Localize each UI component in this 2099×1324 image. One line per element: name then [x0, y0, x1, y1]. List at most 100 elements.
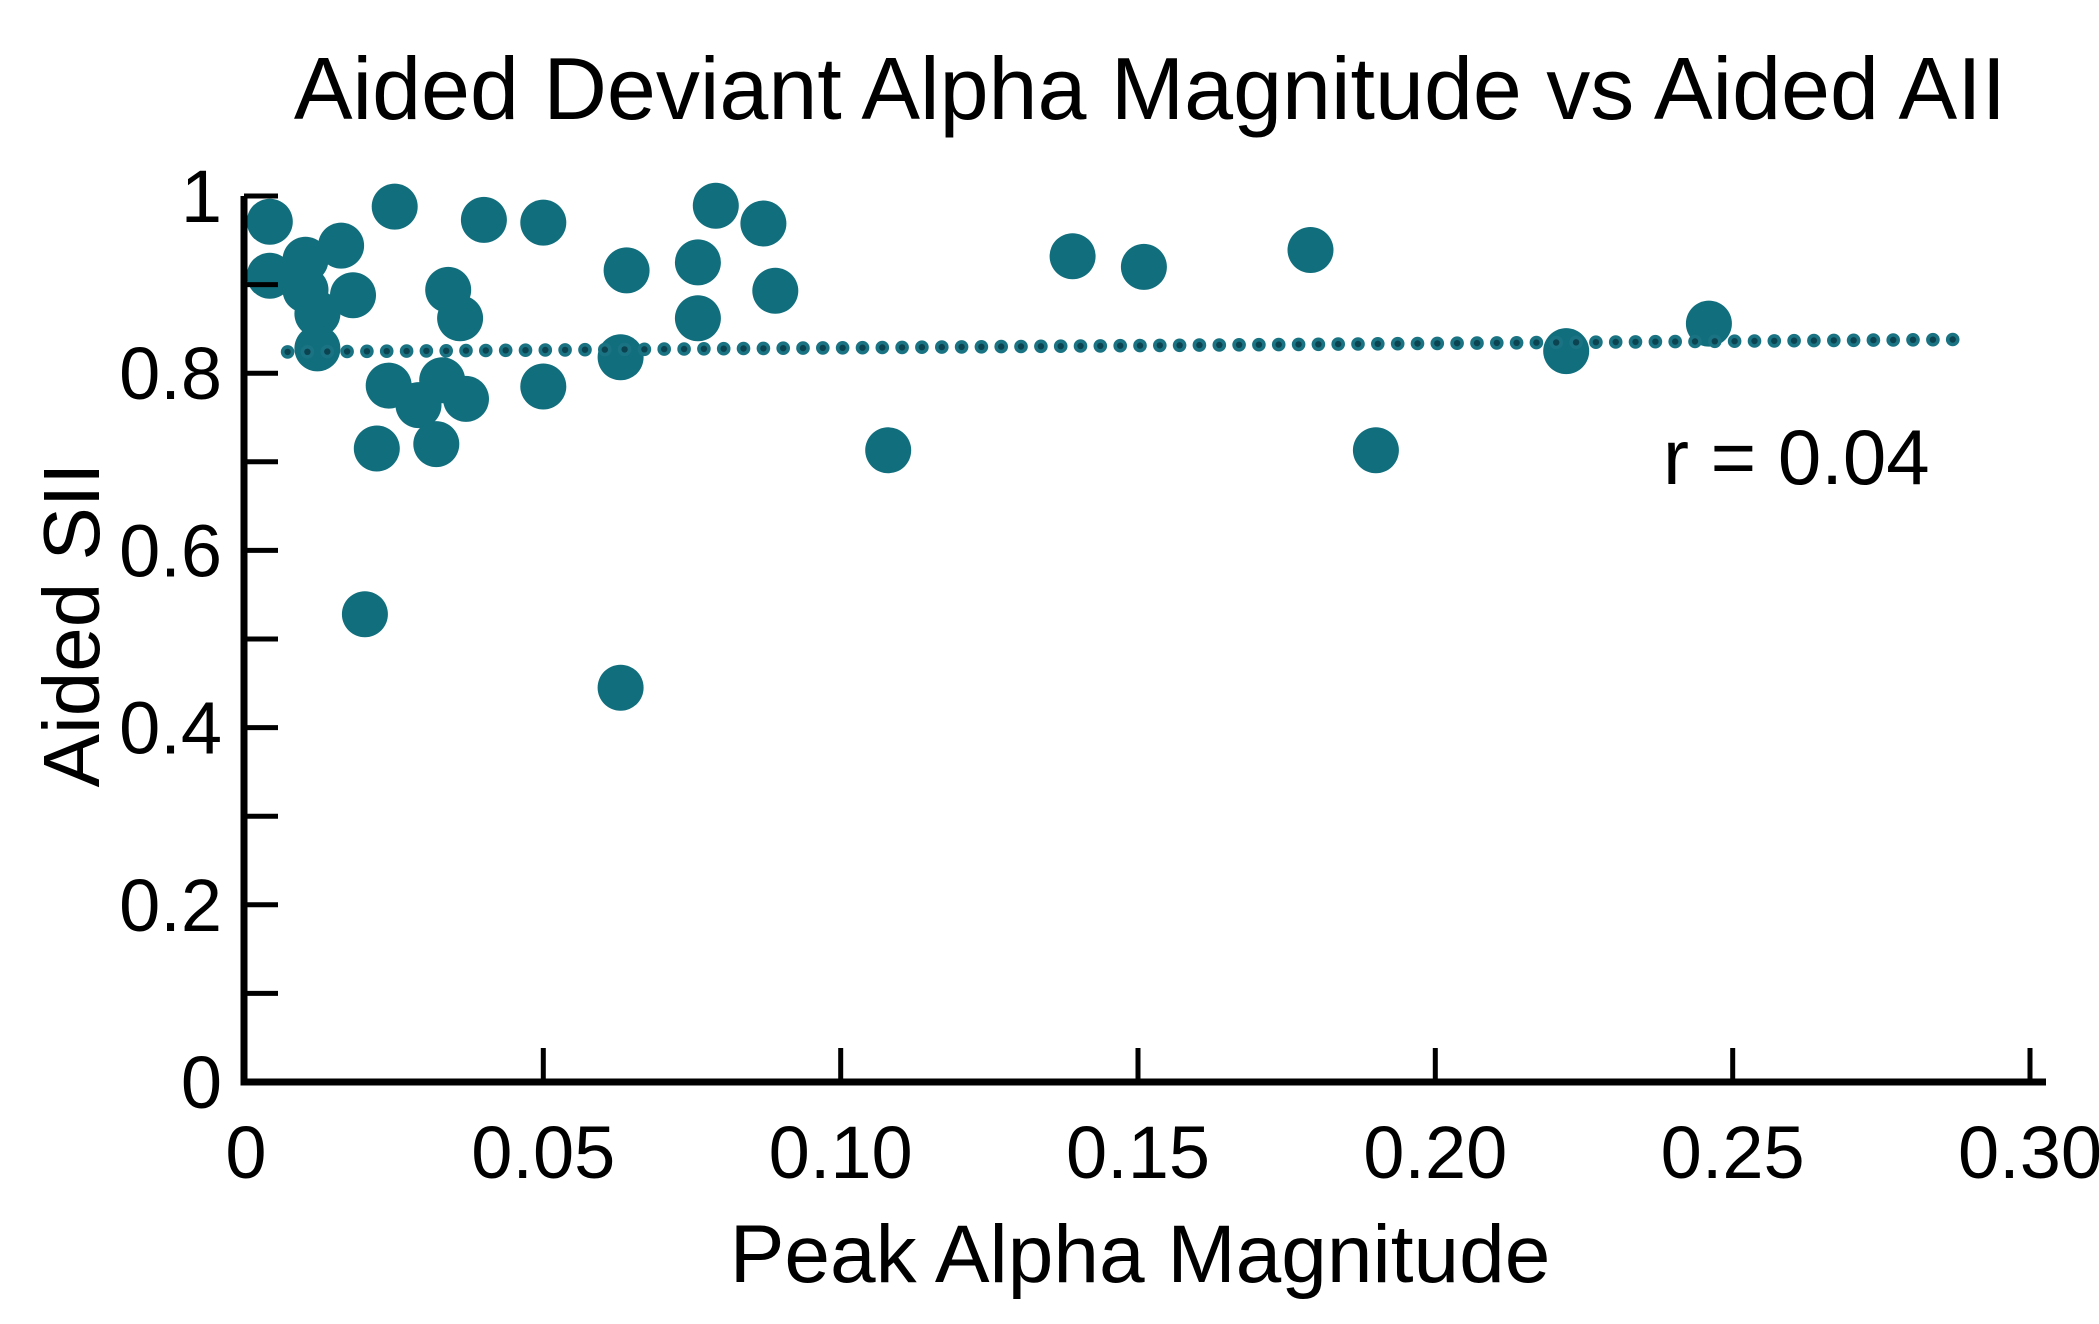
trend-line-dot-core: [1335, 340, 1342, 348]
trend-line-dot-core: [502, 347, 509, 354]
trend-line-dot-core: [898, 344, 906, 351]
trend-line-dot-core: [1929, 336, 1937, 343]
data-point: [603, 247, 650, 294]
y-tick-label: 0.4: [119, 687, 222, 770]
axes-spine: [240, 196, 2046, 1086]
trend-line-dot-core: [1533, 339, 1540, 346]
trend-line-dot-core: [661, 345, 668, 353]
trend-line-dot-core: [324, 348, 331, 355]
trend-line-dot-core: [839, 344, 846, 351]
data-point: [413, 421, 460, 468]
trend-line-dot-core: [1592, 339, 1600, 346]
data-point: [353, 425, 400, 472]
trend-line-dot-core: [1771, 337, 1778, 345]
trend-line-dot-core: [1453, 340, 1461, 347]
data-point: [294, 325, 341, 372]
trend-line-dot-core: [1176, 342, 1183, 349]
data-point: [1287, 227, 1334, 273]
trend-line-dot-core: [581, 346, 589, 353]
trend-line-dot-core: [760, 345, 767, 352]
data-point: [752, 267, 799, 314]
trend-line-dot-core: [482, 347, 489, 354]
trend-line-dot-core: [1374, 340, 1382, 347]
trend-line-dot-core: [1810, 337, 1818, 344]
trend-line-dot-core: [561, 346, 569, 354]
y-axis-label: Aided SII: [27, 462, 116, 788]
trend-line-dot-core: [998, 343, 1005, 350]
x-tick-label: 0.25: [1661, 1111, 1805, 1194]
trend-line-dot-core: [1553, 339, 1560, 346]
trend-line-dot-core: [1493, 339, 1501, 347]
trend-line-dot-core: [1017, 343, 1025, 350]
trend-line-dot-core: [462, 347, 470, 354]
trend-line-dot-core: [1037, 343, 1045, 350]
trend-line-dot-core: [1156, 342, 1164, 349]
data-point: [246, 198, 293, 245]
trend-line-dot-core: [978, 343, 985, 350]
trend-line-dot-core: [423, 347, 430, 355]
data-point: [246, 252, 293, 299]
data-point: [294, 290, 341, 337]
data-point: [740, 200, 787, 247]
trend-line-dot-core: [680, 345, 688, 353]
trend-line-dot-core: [1731, 338, 1738, 345]
trend-line-dot-core: [1136, 342, 1144, 349]
trend-line-dot-core: [799, 344, 807, 352]
data-point: [371, 183, 418, 230]
trend-line-dot-core: [343, 348, 351, 355]
trend-line-dot-core: [1414, 340, 1421, 347]
y-tick-label: 1: [181, 155, 222, 238]
trend-line-dot-core: [938, 343, 945, 351]
trend-line-dot-core: [1909, 336, 1917, 343]
trend-line-dot-core: [1434, 340, 1441, 347]
data-point: [1352, 427, 1399, 474]
trend-line-dot-core: [601, 346, 608, 353]
trend-line-dot-core: [1612, 338, 1619, 346]
trend-line-dot-core: [1275, 341, 1282, 348]
trend-line-dot-core: [1295, 341, 1302, 348]
trend-line-dot-core: [1057, 343, 1064, 350]
data-point: [1120, 243, 1167, 290]
trend-line-dot-core: [1077, 342, 1084, 350]
trend-line-dot-core: [1949, 336, 1956, 343]
y-tick-label: 0.2: [119, 864, 222, 947]
x-tick-label: 0.30: [1958, 1111, 2099, 1194]
data-point: [318, 222, 365, 269]
trend-line-dot-core: [1830, 337, 1838, 344]
trend-line-dot-core: [1572, 339, 1580, 346]
x-tick-label: 0: [225, 1111, 266, 1194]
trend-line-dot-core: [819, 344, 826, 352]
trend-line-dot-core: [1097, 342, 1104, 350]
data-point: [437, 295, 484, 342]
trend-line-dot-core: [284, 348, 291, 356]
data-point: [692, 182, 739, 229]
x-tick-label: 0.05: [471, 1111, 615, 1194]
trend-line-dot-core: [1315, 341, 1322, 348]
x-axis-label: Peak Alpha Magnitude: [729, 1209, 1551, 1300]
trend-line-dot-core: [1255, 341, 1263, 348]
trend-line-dot-core: [1751, 337, 1758, 345]
y-tick-label: 0: [181, 1041, 222, 1124]
data-point: [1543, 328, 1590, 375]
x-tick-label: 0.10: [769, 1111, 913, 1194]
trend-line-dot-core: [443, 347, 450, 354]
data-point: [597, 664, 644, 711]
data-point: [674, 239, 721, 286]
trend-line-dot-core: [621, 346, 628, 353]
trend-line-dot-core: [1216, 341, 1223, 349]
trend-line-dot-core: [1890, 336, 1897, 344]
data-point: [674, 295, 721, 342]
trend-line-dot-core: [859, 344, 866, 351]
trend-line-dot-core: [1394, 340, 1401, 347]
trend-line-dot-core: [1513, 339, 1520, 346]
trend-line-dot-core: [522, 347, 529, 354]
data-point: [460, 196, 507, 243]
y-tick-label: 0.6: [119, 509, 222, 592]
x-tick-label: 0.15: [1066, 1111, 1210, 1194]
data-point: [597, 334, 644, 381]
trend-line-dot-core: [740, 345, 747, 352]
data-point: [520, 199, 567, 246]
trend-line-dot-core: [918, 344, 926, 351]
trend-line-dot-core: [1850, 337, 1857, 344]
